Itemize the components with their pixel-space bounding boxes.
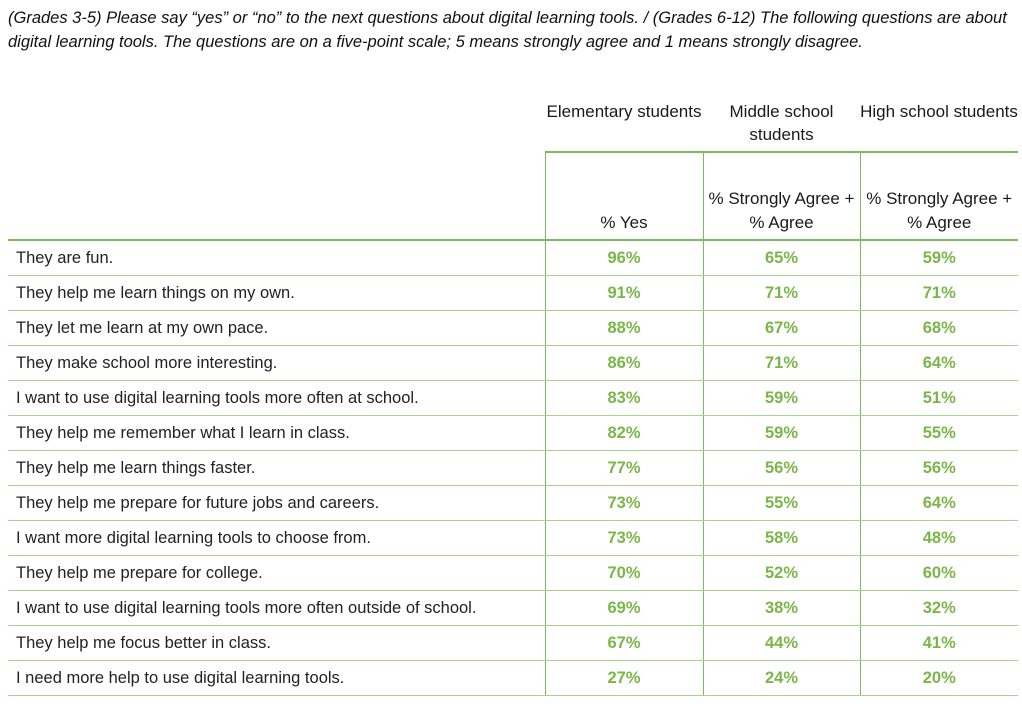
- subheader-elementary: % Yes: [544, 152, 703, 241]
- header-high-school: High school students: [860, 98, 1018, 153]
- table-row: They help me learn things on my own. 91% 7…: [8, 275, 1018, 311]
- elementary-value: 96%: [544, 240, 703, 276]
- subheader-high-school: % Strongly Agree + % Agree: [859, 152, 1018, 241]
- table-row: They help me learn things faster. 77% 56% 5…: [8, 450, 1018, 486]
- middle-school-value: 65%: [702, 240, 860, 276]
- results-body: They are fun. 96% 65% 59% They help me learn…: [8, 240, 1018, 696]
- statement-cell: They make school more interesting.: [8, 345, 545, 381]
- middle-school-value: 56%: [702, 450, 860, 486]
- high-school-value: 32%: [859, 590, 1018, 626]
- statement-cell: I need more help to use digital learning…: [8, 660, 545, 696]
- elementary-value: 82%: [544, 415, 703, 451]
- high-school-value: 41%: [859, 625, 1018, 661]
- statement-cell: They are fun.: [8, 240, 545, 276]
- middle-school-value: 38%: [702, 590, 860, 626]
- table-row: They help me remember what I learn in cl…: [8, 415, 1018, 451]
- high-school-value: 48%: [859, 520, 1018, 556]
- table-row: I want to use digital learning tools mor…: [8, 590, 1018, 626]
- statement-header-blank: [8, 98, 545, 152]
- elementary-value: 67%: [544, 625, 703, 661]
- elementary-value: 27%: [544, 660, 703, 696]
- statement-cell: They help me prepare for future jobs and…: [8, 485, 545, 521]
- elementary-value: 73%: [544, 520, 703, 556]
- middle-school-value: 44%: [702, 625, 860, 661]
- statement-subheader-blank: [8, 152, 545, 241]
- elementary-value: 86%: [544, 345, 703, 381]
- elementary-value: 77%: [544, 450, 703, 486]
- high-school-value: 51%: [859, 380, 1018, 416]
- statement-cell: They help me learn things faster.: [8, 450, 545, 486]
- middle-school-value: 59%: [702, 380, 860, 416]
- table-row: They are fun. 96% 65% 59%: [8, 240, 1018, 276]
- high-school-value: 55%: [859, 415, 1018, 451]
- table-row: I need more help to use digital learning…: [8, 660, 1018, 696]
- elementary-value: 69%: [544, 590, 703, 626]
- table-row: They help me focus better in class. 67% 44…: [8, 625, 1018, 661]
- middle-school-value: 24%: [702, 660, 860, 696]
- table-row: They help me prepare for future jobs and…: [8, 485, 1018, 521]
- statement-cell: They let me learn at my own pace.: [8, 310, 545, 346]
- header-middle-school: Middle school students: [703, 98, 860, 153]
- table-row: They make school more interesting. 86% 71%…: [8, 345, 1018, 381]
- middle-school-value: 55%: [702, 485, 860, 521]
- header-elementary: Elementary students: [545, 98, 703, 153]
- statement-cell: They help me remember what I learn in cl…: [8, 415, 545, 451]
- statement-cell: They help me prepare for college.: [8, 555, 545, 591]
- elementary-value: 73%: [544, 485, 703, 521]
- middle-school-value: 71%: [702, 275, 860, 311]
- sub-header-row: % Yes % Strongly Agree + % Agree % Stron…: [8, 152, 1018, 241]
- high-school-value: 68%: [859, 310, 1018, 346]
- elementary-value: 83%: [544, 380, 703, 416]
- statement-cell: I want more digital learning tools to ch…: [8, 520, 545, 556]
- middle-school-value: 58%: [702, 520, 860, 556]
- high-school-value: 64%: [859, 345, 1018, 381]
- subheader-middle-school: % Strongly Agree + % Agree: [702, 152, 860, 241]
- results-table: Elementary students Middle school studen…: [8, 98, 1018, 696]
- middle-school-value: 71%: [702, 345, 860, 381]
- table-row: I want to use digital learning tools mor…: [8, 380, 1018, 416]
- survey-question-intro: (Grades 3-5) Please say “yes” or “no” to…: [8, 9, 1007, 51]
- high-school-value: 20%: [859, 660, 1018, 696]
- high-school-value: 60%: [859, 555, 1018, 591]
- high-school-value: 71%: [859, 275, 1018, 311]
- statement-cell: I want to use digital learning tools mor…: [8, 380, 545, 416]
- statement-cell: I want to use digital learning tools mor…: [8, 590, 545, 626]
- table-row: They let me learn at my own pace. 88% 67% 6…: [8, 310, 1018, 346]
- high-school-value: 64%: [859, 485, 1018, 521]
- high-school-value: 56%: [859, 450, 1018, 486]
- high-school-value: 59%: [859, 240, 1018, 276]
- table-row: They help me prepare for college. 70% 52% 6…: [8, 555, 1018, 591]
- middle-school-value: 59%: [702, 415, 860, 451]
- statement-cell: They help me learn things on my own.: [8, 275, 545, 311]
- group-header-row: Elementary students Middle school studen…: [8, 98, 1018, 153]
- middle-school-value: 52%: [702, 555, 860, 591]
- elementary-value: 88%: [544, 310, 703, 346]
- table-row: I want more digital learning tools to ch…: [8, 520, 1018, 556]
- elementary-value: 91%: [544, 275, 703, 311]
- elementary-value: 70%: [544, 555, 703, 591]
- statement-cell: They help me focus better in class.: [8, 625, 545, 661]
- middle-school-value: 67%: [702, 310, 860, 346]
